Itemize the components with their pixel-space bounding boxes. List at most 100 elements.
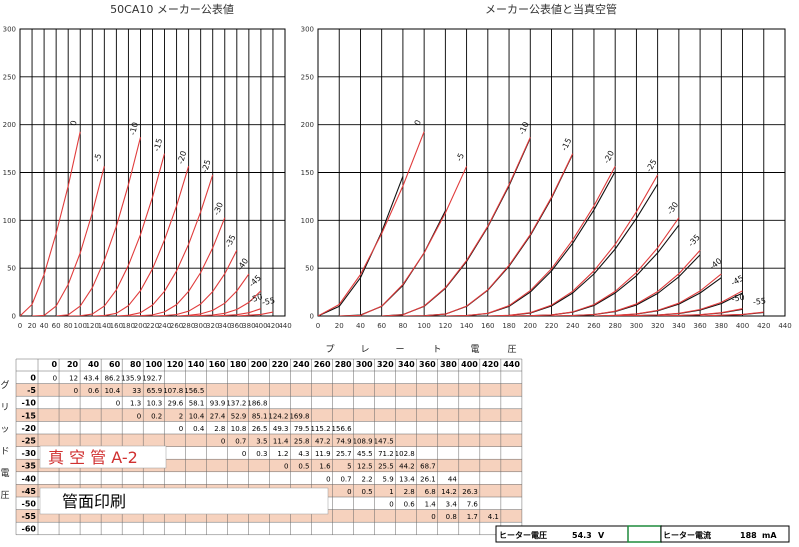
x-tick-label: 320 <box>651 322 664 330</box>
table-cell: 85.1 <box>252 412 268 420</box>
x-tick-label: 260 <box>587 322 600 330</box>
column-header: 260 <box>314 360 331 369</box>
column-header: 440 <box>503 360 520 369</box>
column-header: 140 <box>188 360 205 369</box>
chart-title: メーカー公表値と当真空管 <box>485 2 617 16</box>
table-cell: 44 <box>448 475 457 483</box>
plate-voltage-label-char: 電 <box>470 344 479 355</box>
chart-title: 50CA10 メーカー公表値 <box>110 2 234 16</box>
row-header: 0 <box>30 374 36 383</box>
x-tick-label: 260 <box>170 322 183 330</box>
table-cell: 0.6 <box>404 501 416 509</box>
y-tick-label: 0 <box>12 313 16 321</box>
y-tick-label: 150 <box>3 169 16 177</box>
series-label: -35 <box>224 233 238 249</box>
series-line--15 <box>402 153 574 316</box>
row-header: -55 <box>22 512 37 521</box>
column-header: 400 <box>461 360 478 369</box>
heater-voltage-unit: V <box>598 531 605 540</box>
row-header: -30 <box>22 449 37 458</box>
series-line--50 <box>212 308 262 316</box>
table-cell: 47.2 <box>315 438 331 446</box>
series-line--30 <box>128 217 226 316</box>
table-cell: 1.6 <box>319 463 331 471</box>
series-line--20 <box>92 166 190 316</box>
row-header: -50 <box>22 500 37 509</box>
series-label: 0 <box>69 120 79 127</box>
table-cell: 5 <box>347 463 351 471</box>
column-header: 340 <box>398 360 415 369</box>
table-cell: 169.8 <box>289 412 309 420</box>
stamp-type-box <box>39 445 167 469</box>
series-label: -20 <box>176 150 188 165</box>
row-header: -25 <box>22 437 37 446</box>
column-header: 160 <box>209 360 226 369</box>
x-tick-label: 360 <box>693 322 706 330</box>
column-header: 220 <box>272 360 289 369</box>
series-label: -30 <box>212 201 225 216</box>
column-header: 60 <box>109 360 121 369</box>
column-header: 300 <box>356 360 373 369</box>
table-cell: 10.4 <box>189 412 205 420</box>
series-label: -55 <box>753 296 767 306</box>
table-cell: 2.8 <box>214 425 225 433</box>
row-header: -10 <box>22 399 37 408</box>
x-tick-label: 240 <box>158 322 171 330</box>
table-cell: 0 <box>221 438 225 446</box>
table-cell: 0 <box>347 488 351 496</box>
series-label: -5 <box>455 152 467 163</box>
table-cell: 33 <box>132 387 141 395</box>
y-tick-label: 200 <box>3 121 16 129</box>
table-cell: 93.9 <box>210 400 226 408</box>
table-cell: 137.2 <box>226 400 246 408</box>
series-label: -25 <box>644 158 658 174</box>
series-line--10 <box>56 137 142 316</box>
grid-voltage-label-char: ド <box>0 447 9 457</box>
series-line--45 <box>188 290 262 316</box>
column-header: 180 <box>230 360 247 369</box>
x-tick-label: 20 <box>335 322 344 330</box>
table-cell: 5.9 <box>383 475 394 483</box>
column-header: 100 <box>146 360 163 369</box>
table-cell: 3.4 <box>446 501 458 509</box>
table-cell: 12 <box>69 375 78 383</box>
column-header: 40 <box>88 360 100 369</box>
series-line--40 <box>593 273 722 316</box>
table-cell: 43.4 <box>84 375 100 383</box>
grid-voltage-label-char: ッ <box>0 425 9 435</box>
series-line--35 <box>551 249 701 316</box>
y-tick-label: 250 <box>301 73 314 81</box>
series-line--40 <box>176 273 250 316</box>
selected-cell <box>627 525 662 543</box>
row-header: -20 <box>22 424 37 433</box>
series-label: -50 <box>248 292 263 305</box>
x-tick-label: 80 <box>398 322 407 330</box>
x-tick-label: 160 <box>110 322 123 330</box>
table-cell: 2 <box>179 412 183 420</box>
table-cell: 4.3 <box>298 450 309 458</box>
table-cell: 0.6 <box>88 387 100 395</box>
x-tick-label: 380 <box>715 322 728 330</box>
x-tick-label: 200 <box>134 322 147 330</box>
series-line--50 <box>657 308 743 316</box>
table-cell: 0.5 <box>298 463 309 471</box>
heater-current-unit: mA <box>762 531 777 540</box>
table-cell: 25.5 <box>378 463 394 471</box>
table-cell: 0 <box>179 425 183 433</box>
series-label: -25 <box>200 159 213 174</box>
table-cell: 0 <box>137 412 141 420</box>
row-header: -35 <box>22 462 37 471</box>
series-line--5 <box>339 166 468 316</box>
plate-voltage-label-char: 圧 <box>507 344 516 355</box>
series-label: -15 <box>152 137 164 152</box>
x-tick-label: 200 <box>524 322 537 330</box>
series-line-0 <box>20 131 81 316</box>
x-tick-label: 100 <box>417 322 430 330</box>
series-label: -5 <box>93 153 104 163</box>
table-cell: 86.2 <box>105 375 121 383</box>
y-tick-label: 200 <box>301 121 314 129</box>
x-tick-label: 400 <box>736 322 749 330</box>
x-tick-label: 340 <box>672 322 685 330</box>
